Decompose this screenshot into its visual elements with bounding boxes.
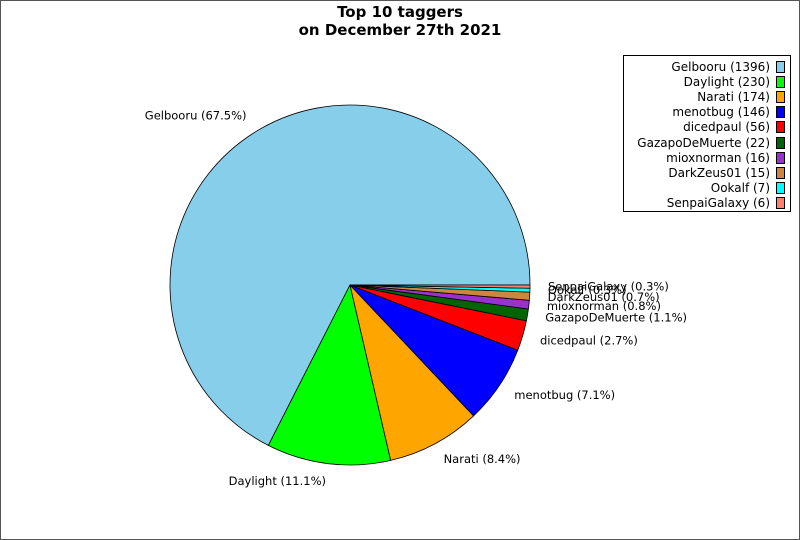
slice-label-menotbug: menotbug (7.1%) [514,388,615,402]
slice-label-ookalf: Ookalf (0.3%) [548,283,627,297]
legend-label: Ookalf (7) [710,181,770,196]
legend-item-gelbooru: Gelbooru (1396) [624,59,790,74]
legend-item-daylight: Daylight (230) [624,74,790,89]
legend-swatch [776,197,785,210]
legend-label: Daylight (230) [683,74,770,89]
legend-item-dicedpaul: dicedpaul (56) [624,120,790,135]
chart-title: Top 10 taggers on December 27th 2021 [0,3,800,39]
chart-title-line-1: Top 10 taggers [337,3,463,21]
legend-item-mioxnorman: mioxnorman (16) [624,150,790,165]
slice-label-gelbooru: Gelbooru (67.5%) [145,109,247,123]
pie-slice-gelbooru [169,104,531,446]
slice-label-gazapodemuerte: GazapoDeMuerte (1.1%) [545,310,687,324]
slice-label-senpaigalaxy: SenpaiGalaxy (0.3%) [548,279,669,293]
pie-slice-senpaigalaxy [349,284,531,289]
legend-swatch [776,121,785,134]
slice-label-mioxnorman: mioxnorman (0.8%) [547,299,661,313]
legend-swatch [776,90,785,103]
legend-label: dicedpaul (56) [683,120,770,135]
legend-swatch [776,60,785,73]
slice-label-darkzeus01: DarkZeus01 (0.7%) [548,290,660,304]
legend-swatch [776,136,785,149]
legend-item-narati: Narati (174) [624,89,790,104]
legend-item-gazapodemuerte: GazapoDeMuerte (22) [624,135,790,150]
slice-label-dicedpaul: dicedpaul (2.7%) [540,333,638,347]
legend-label: mioxnorman (16) [666,150,770,165]
legend-item-menotbug: menotbug (146) [624,105,790,120]
slice-label-narati: Narati (8.4%) [444,452,521,466]
chart-title-line-2: on December 27th 2021 [298,21,502,39]
pie-slice-narati [349,284,474,461]
slice-label-daylight: Daylight (11.1%) [229,474,326,488]
legend-item-ookalf: Ookalf (7) [624,181,790,196]
legend-label: GazapoDeMuerte (22) [637,135,770,150]
legend-swatch [776,75,785,88]
legend-label: DarkZeus01 (15) [668,165,770,180]
chart-legend: Gelbooru (1396) Daylight (230) Narati (174… [623,55,791,212]
legend-label: Narati (174) [697,89,770,104]
legend-swatch [776,182,785,195]
legend-swatch [776,106,785,119]
legend-swatch [776,166,785,179]
legend-item-senpaigalaxy: SenpaiGalaxy (6) [624,196,790,211]
legend-swatch [776,151,785,164]
legend-label: SenpaiGalaxy (6) [666,196,770,211]
legend-label: menotbug (146) [672,105,770,120]
legend-label: Gelbooru (1396) [671,59,770,74]
legend-item-darkzeus01: DarkZeus01 (15) [624,165,790,180]
